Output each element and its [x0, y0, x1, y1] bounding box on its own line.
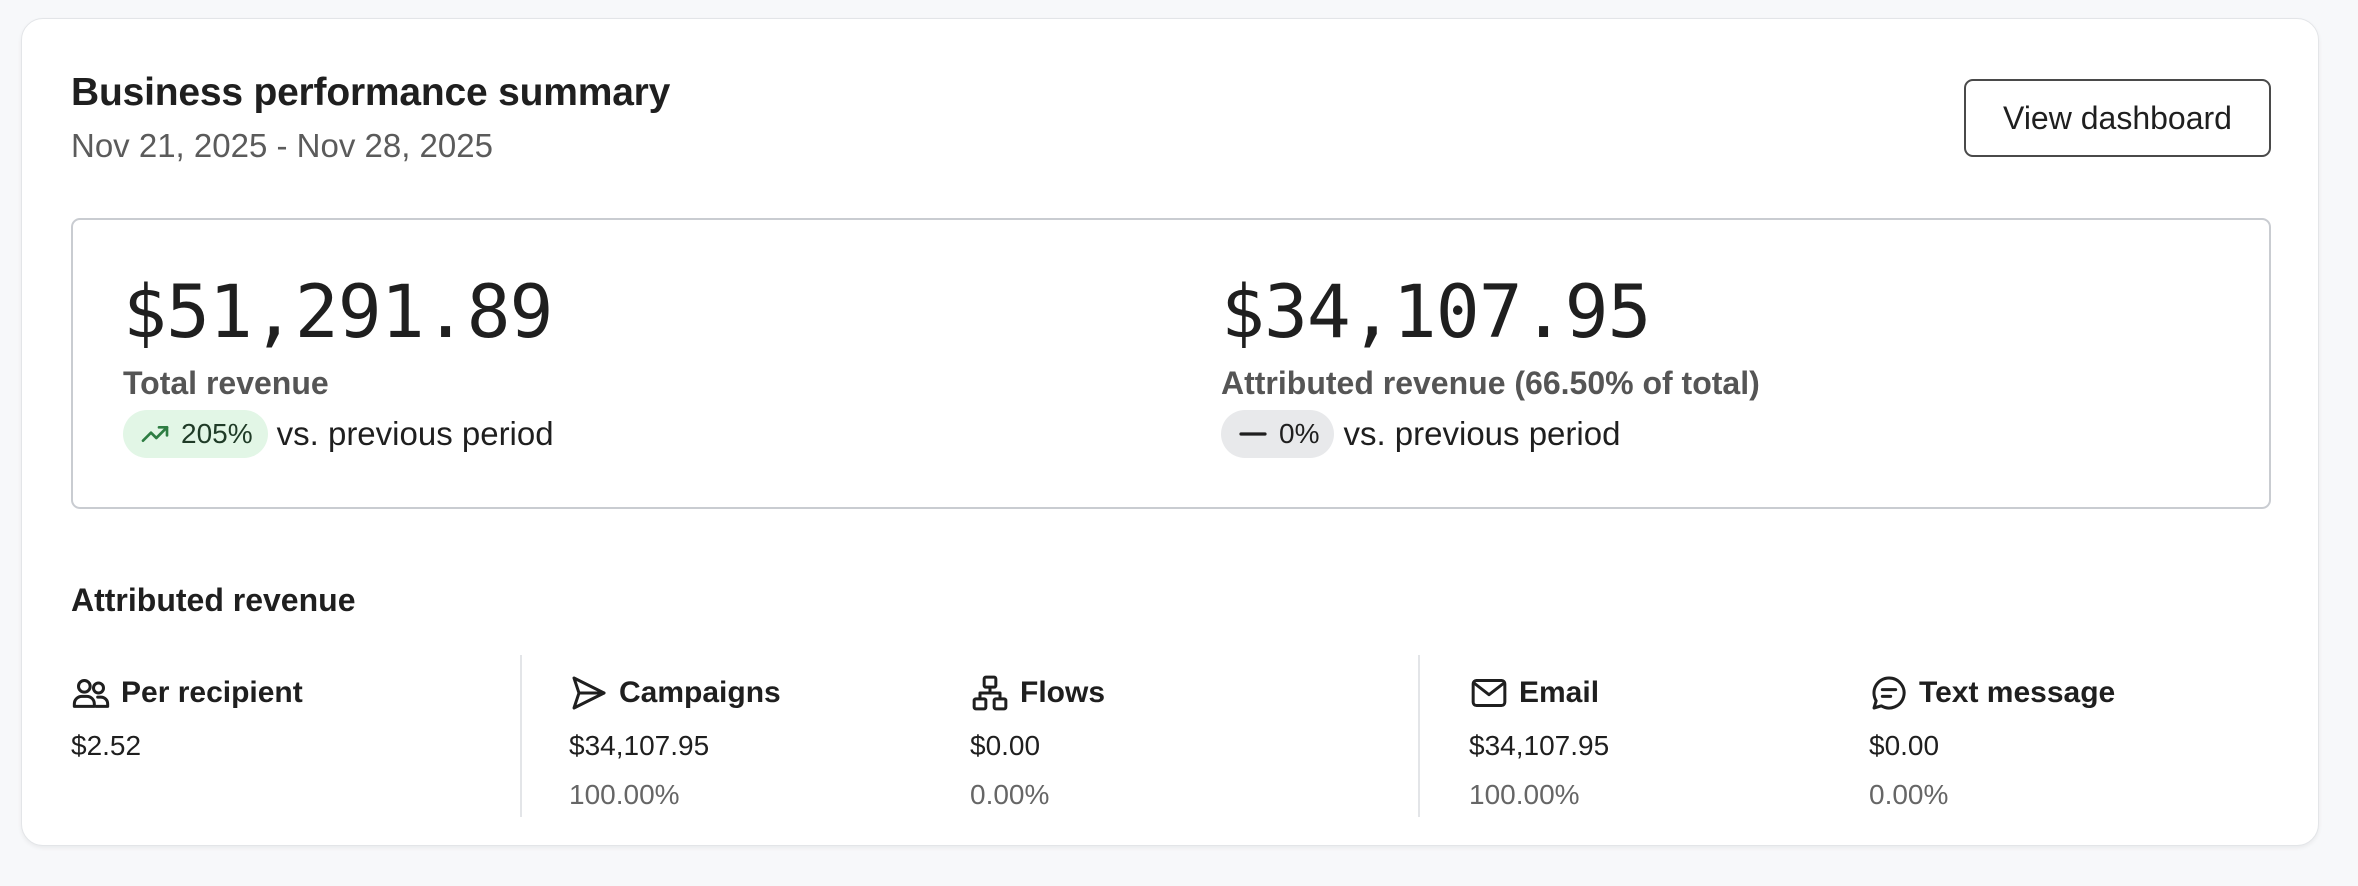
- attributed-revenue-value: $34,107.95: [1221, 270, 1651, 355]
- stat-value: $2.52: [71, 730, 142, 761]
- trend-up-icon: [141, 426, 169, 442]
- total-revenue-label: Total revenue: [123, 365, 329, 401]
- change-value: 205%: [181, 418, 253, 449]
- stat-per-recipient: Per recipient $2.52: [71, 669, 303, 762]
- message-icon: [1872, 676, 1906, 710]
- stat-percent: 100.00%: [1469, 779, 1580, 810]
- change-badge: 0%: [1221, 410, 1335, 458]
- comparison-text: vs. previous period: [276, 415, 554, 452]
- stat-label: Email: [1519, 676, 1600, 709]
- attributed-revenue-label: Attributed revenue (66.50% of total): [1221, 365, 1760, 401]
- stat-campaigns: Campaigns $34,107.95 100.00%: [569, 669, 781, 811]
- divider: [1418, 655, 1420, 817]
- mail-icon: [1471, 679, 1507, 707]
- users-icon: [72, 679, 110, 708]
- stat-email: Email $34,107.95 100.00%: [1469, 669, 1609, 811]
- attributed-revenue-comparison: 0% vs. previous period: [1221, 410, 1620, 458]
- stat-label: Campaigns: [619, 676, 781, 709]
- change-value: 0%: [1279, 418, 1320, 449]
- stat-label: Per recipient: [121, 676, 303, 709]
- stat-percent: 100.00%: [569, 779, 680, 810]
- send-icon: [572, 676, 606, 710]
- date-range: Nov 21, 2025 - Nov 28, 2025: [71, 127, 493, 164]
- stat-percent: 0.00%: [1869, 779, 1949, 810]
- stat-value: $34,107.95: [1469, 730, 1610, 761]
- divider: [520, 655, 522, 817]
- revenue-summary-box: $51,291.89 Total revenue 205% vs. previo…: [71, 218, 2271, 509]
- stat-percent: 0.00%: [970, 779, 1050, 810]
- total-revenue-value: $51,291.89: [123, 270, 553, 355]
- card-title: Business performance summary: [71, 71, 671, 114]
- stat-value: $0.00: [970, 730, 1041, 761]
- stat-label: Text message: [1919, 676, 2116, 709]
- stat-label: Flows: [1020, 676, 1106, 709]
- stat-flows: Flows $0.00 0.00%: [970, 669, 1105, 811]
- stat-value: $34,107.95: [569, 730, 710, 761]
- dash-icon: [1239, 432, 1267, 436]
- total-revenue-comparison: 205% vs. previous period: [123, 410, 554, 458]
- stat-text-message: Text message $0.00 0.00%: [1869, 669, 2115, 811]
- comparison-text: vs. previous period: [1343, 415, 1621, 452]
- attributed-revenue-heading: Attributed revenue: [71, 582, 356, 618]
- stat-value: $0.00: [1869, 730, 1940, 761]
- flow-icon: [972, 675, 1008, 711]
- business-performance-card: Business performance summary Nov 21, 202…: [21, 18, 2319, 846]
- change-badge: 205%: [123, 410, 268, 458]
- view-dashboard-button[interactable]: View dashboard: [1964, 79, 2271, 157]
